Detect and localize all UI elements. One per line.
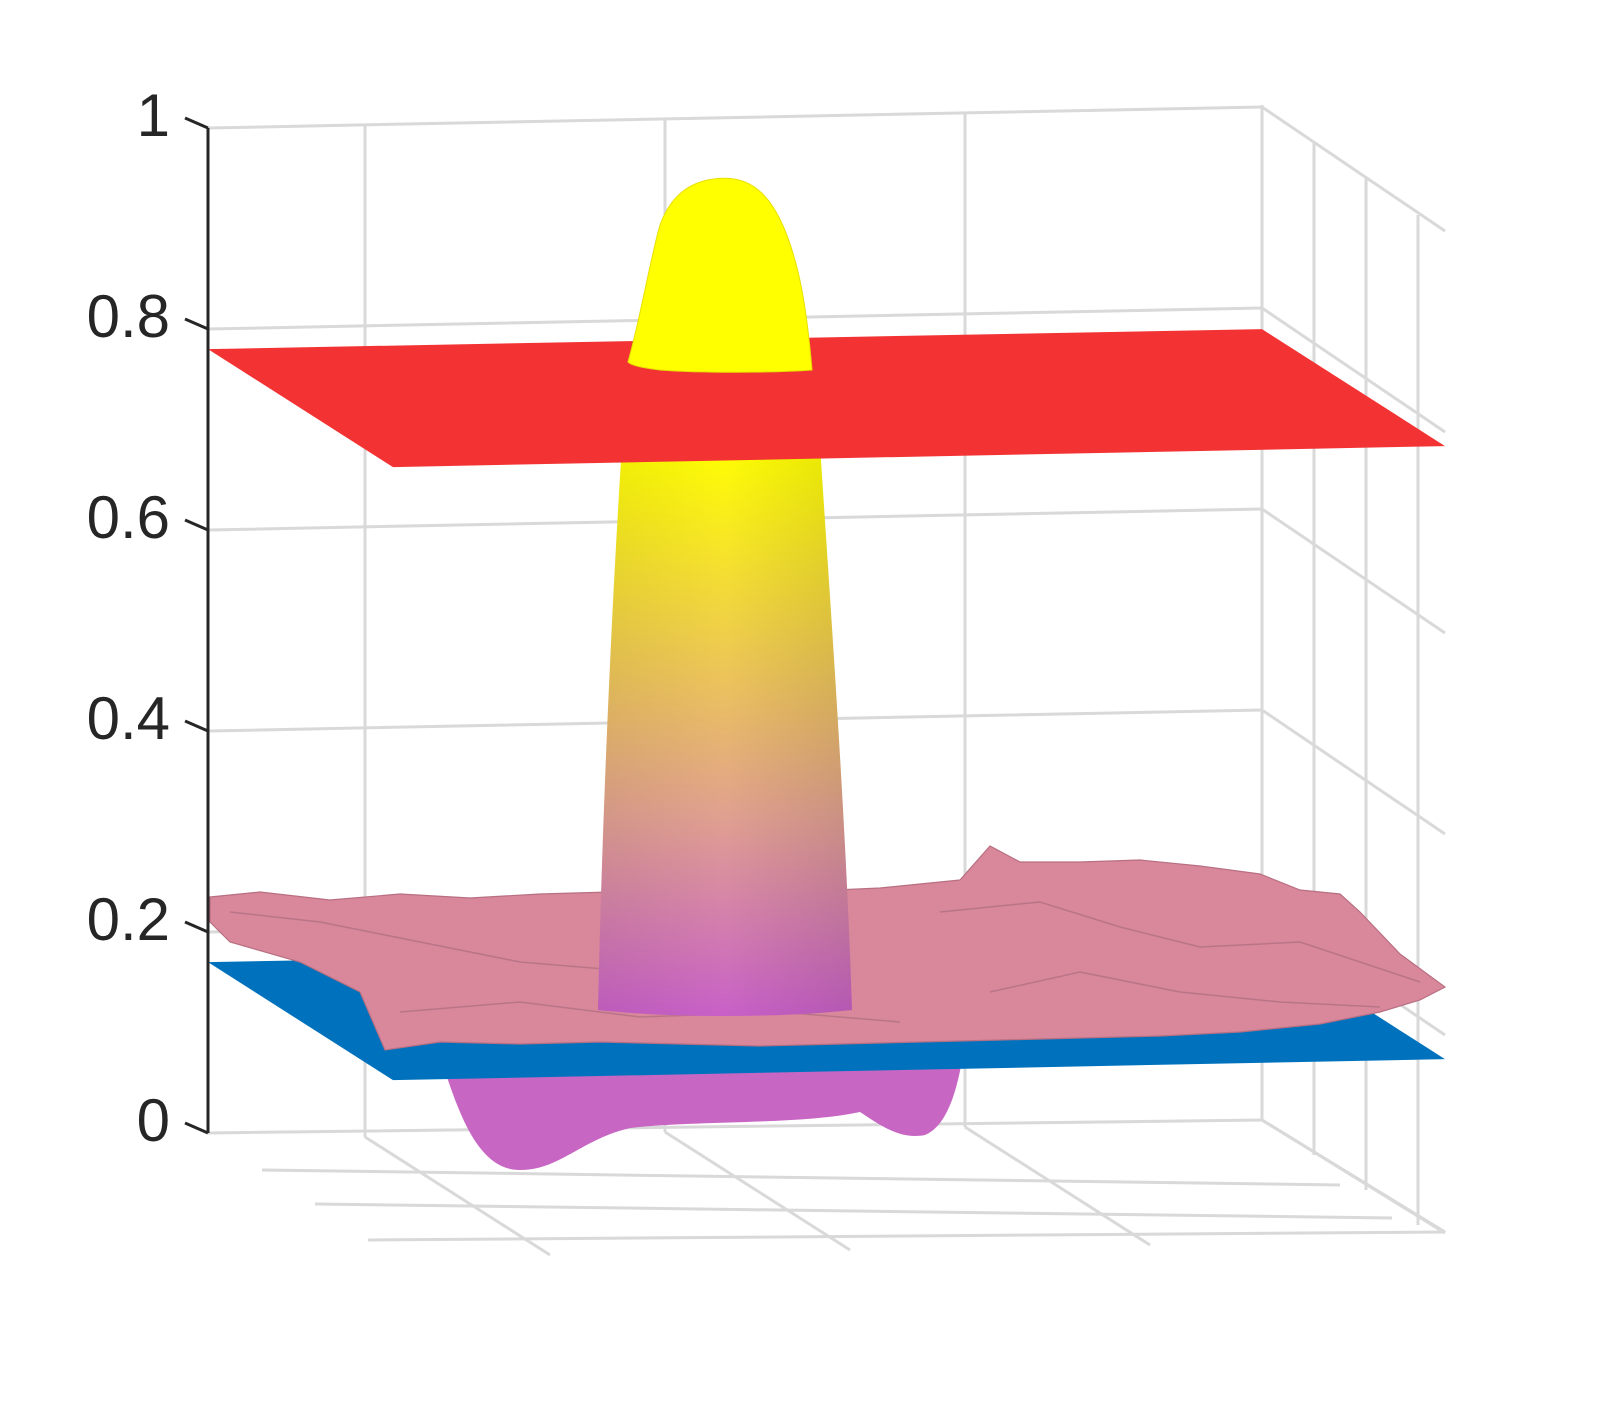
- pink-sheet-wrinkle: [989, 971, 1381, 1008]
- z-tick-label: 0.8: [87, 283, 170, 350]
- grid-floor-depth: [964, 1125, 1151, 1247]
- z-grid-line: [207, 708, 1446, 836]
- z-axis: 0 0.2 0.4 0.6 0.8 1: [87, 82, 210, 1154]
- grid-floor-line: [314, 1202, 1393, 1220]
- z-grid-line: [207, 306, 1446, 434]
- z-tick-label: 0.2: [87, 886, 170, 953]
- z-grid-line: [207, 105, 1446, 233]
- z-tick-mark: [184, 518, 209, 532]
- z-tick-mark: [184, 116, 209, 130]
- grid-floor-depth: [364, 1135, 551, 1257]
- z-tick-label: 1: [137, 82, 170, 149]
- z-tick-label: 0.6: [87, 484, 170, 551]
- pink-sheet-wrinkle: [939, 901, 1421, 983]
- z-grid-line: [207, 507, 1446, 635]
- z-tick-label: 0: [137, 1087, 170, 1154]
- peak-column-shading: [598, 445, 852, 1016]
- grid-floor-depth: [664, 1130, 851, 1252]
- grid-floor-line: [367, 1230, 1446, 1242]
- red-plane: [208, 329, 1445, 468]
- peak-tip: [627, 177, 813, 373]
- z-tick-mark: [184, 317, 209, 331]
- grid-floor-line: [261, 1168, 1341, 1187]
- z-tick-mark: [184, 920, 209, 934]
- z-tick-mark: [184, 719, 209, 733]
- surfaces: [208, 177, 1447, 1170]
- z-tick-mark: [184, 1121, 209, 1135]
- z-tick-label: 0.4: [87, 685, 170, 752]
- pink-sheet-wrinkle: [399, 1001, 901, 1023]
